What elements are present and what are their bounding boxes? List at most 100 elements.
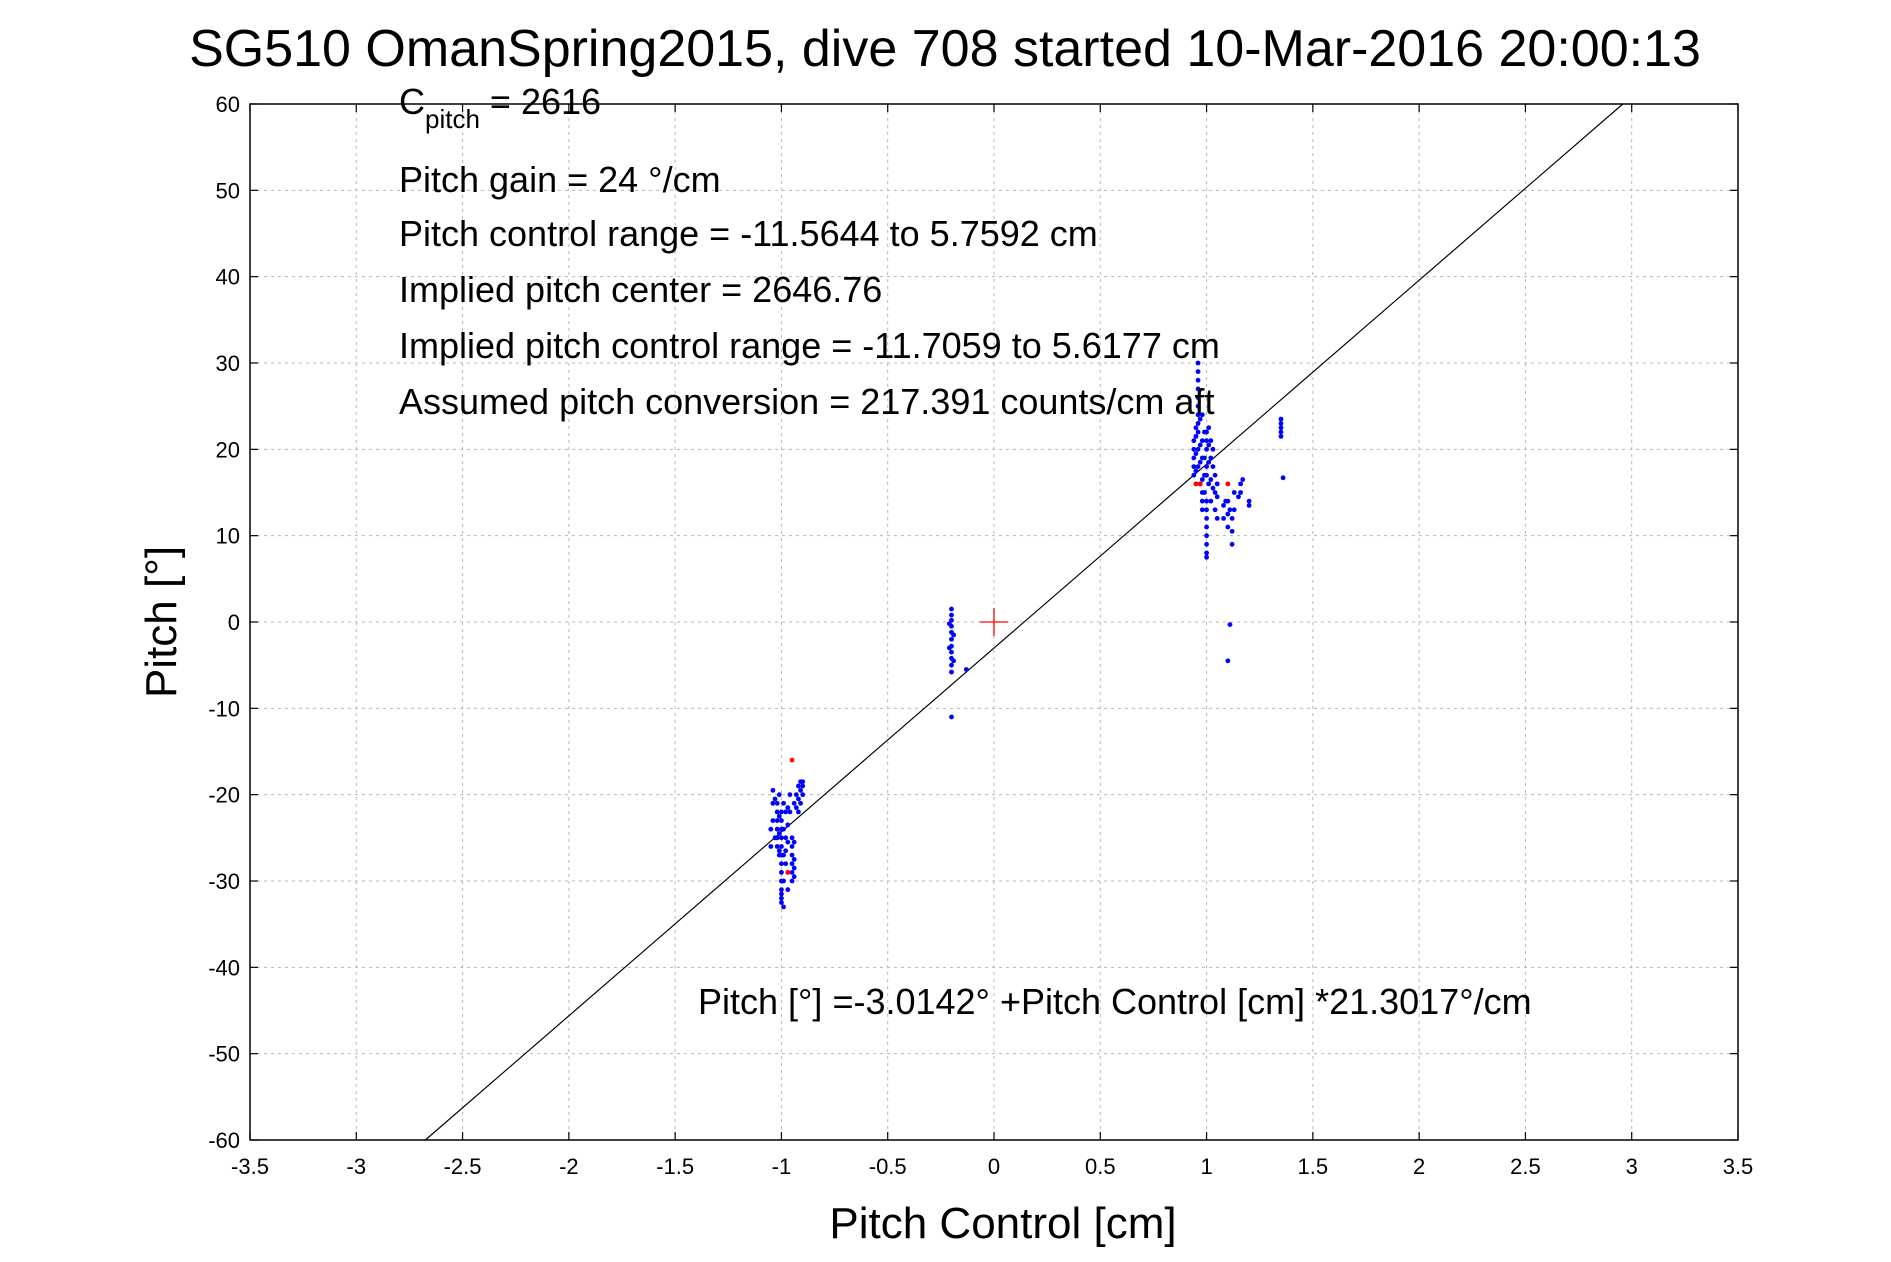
data-point bbox=[1212, 490, 1218, 495]
data-point bbox=[1238, 490, 1243, 495]
data-point bbox=[779, 895, 784, 901]
data-point bbox=[783, 809, 789, 815]
data-point bbox=[1212, 507, 1218, 513]
data-point bbox=[779, 891, 784, 897]
data-point bbox=[781, 852, 786, 858]
data-point-flagged bbox=[785, 869, 791, 875]
data-point bbox=[1204, 507, 1209, 513]
data-point bbox=[776, 831, 782, 836]
data-point bbox=[783, 835, 789, 841]
data-point bbox=[800, 779, 806, 785]
data-point bbox=[1227, 622, 1233, 627]
y-tick-label: -50 bbox=[208, 1042, 240, 1067]
grid bbox=[250, 104, 1738, 1140]
data-point bbox=[1195, 360, 1201, 366]
data-point bbox=[1204, 429, 1209, 435]
data-point bbox=[1225, 511, 1231, 517]
x-tick-label: -3 bbox=[347, 1154, 367, 1179]
data-point bbox=[1214, 494, 1220, 500]
data-point bbox=[1204, 446, 1209, 452]
data-point bbox=[949, 636, 954, 642]
data-point bbox=[1202, 490, 1207, 495]
data-point bbox=[1225, 498, 1231, 504]
y-tick-label: -40 bbox=[208, 955, 240, 980]
x-tick-label: -0.5 bbox=[869, 1154, 907, 1179]
data-point bbox=[963, 667, 969, 672]
data-point bbox=[949, 714, 954, 720]
x-tick-label: -2 bbox=[559, 1154, 579, 1179]
data-point bbox=[791, 874, 797, 880]
data-point bbox=[789, 878, 795, 884]
pitch-conversion-annotation: Assumed pitch conversion = 217.391 count… bbox=[399, 381, 1214, 422]
data-point bbox=[770, 787, 776, 793]
data-point bbox=[1221, 516, 1226, 521]
data-point bbox=[1210, 446, 1216, 452]
data-point bbox=[1191, 464, 1197, 469]
data-point bbox=[796, 809, 801, 815]
data-point bbox=[1231, 490, 1237, 495]
data-point bbox=[774, 809, 780, 815]
data-point bbox=[770, 800, 776, 806]
y-tick-label: 30 bbox=[216, 351, 240, 376]
data-point bbox=[781, 800, 786, 806]
x-tick-label: 0.5 bbox=[1085, 1154, 1116, 1179]
data-point bbox=[789, 852, 795, 858]
data-point bbox=[1210, 485, 1216, 491]
data-point bbox=[1204, 498, 1209, 504]
y-tick-label: -10 bbox=[208, 696, 240, 721]
data-point bbox=[785, 805, 791, 811]
data-point bbox=[774, 844, 780, 849]
data-point bbox=[776, 813, 782, 819]
data-point bbox=[1206, 459, 1212, 465]
data-point bbox=[1204, 550, 1209, 556]
data-point bbox=[1227, 507, 1233, 513]
data-point bbox=[1195, 395, 1201, 400]
c-pitch-main: C bbox=[399, 81, 425, 122]
c-pitch-annotation: Cpitch = 2616 bbox=[399, 81, 601, 134]
data-point bbox=[768, 826, 774, 832]
fit-line bbox=[424, 103, 1624, 1141]
data-point bbox=[781, 826, 786, 832]
data-point bbox=[1202, 455, 1207, 461]
data-point bbox=[785, 839, 791, 845]
data-point bbox=[781, 878, 786, 884]
x-tick-label: -3.5 bbox=[231, 1154, 269, 1179]
data-point bbox=[1199, 438, 1205, 444]
annotations: Cpitch = 2616 Pitch gain = 24 °/cm Pitch… bbox=[399, 81, 1532, 1022]
implied-pitch-center-annotation: Implied pitch center = 2646.76 bbox=[399, 269, 882, 310]
data-point bbox=[1278, 433, 1284, 439]
fit-line-layer bbox=[424, 103, 1624, 1141]
data-point bbox=[779, 869, 784, 875]
data-point bbox=[1195, 369, 1201, 375]
data-point bbox=[1195, 446, 1201, 452]
data-point bbox=[793, 805, 799, 811]
x-tick-label: 1 bbox=[1200, 1154, 1212, 1179]
data-point bbox=[789, 835, 795, 841]
x-tick-label: 1.5 bbox=[1298, 1154, 1329, 1179]
data-point bbox=[789, 861, 795, 867]
data-point bbox=[793, 792, 799, 798]
data-point bbox=[1206, 442, 1212, 448]
data-point bbox=[779, 887, 784, 893]
data-point bbox=[1204, 541, 1209, 547]
data-point bbox=[1210, 464, 1216, 469]
data-point bbox=[1195, 377, 1201, 383]
data-point bbox=[798, 800, 803, 806]
data-point bbox=[1195, 429, 1201, 435]
data-point bbox=[1278, 429, 1284, 435]
data-point bbox=[1195, 386, 1201, 392]
data-point bbox=[1204, 438, 1209, 444]
data-point bbox=[1240, 477, 1246, 482]
data-point-flagged bbox=[1193, 481, 1199, 487]
data-point bbox=[1193, 451, 1199, 457]
data-point bbox=[796, 796, 801, 802]
data-point bbox=[1199, 498, 1205, 504]
data-point bbox=[1212, 472, 1218, 478]
data-point bbox=[791, 857, 797, 862]
data-point bbox=[1214, 516, 1220, 521]
data-point bbox=[1206, 425, 1212, 431]
x-tick-label: 3 bbox=[1626, 1154, 1638, 1179]
data-point bbox=[951, 658, 957, 664]
x-tick-label: 2 bbox=[1413, 1154, 1425, 1179]
